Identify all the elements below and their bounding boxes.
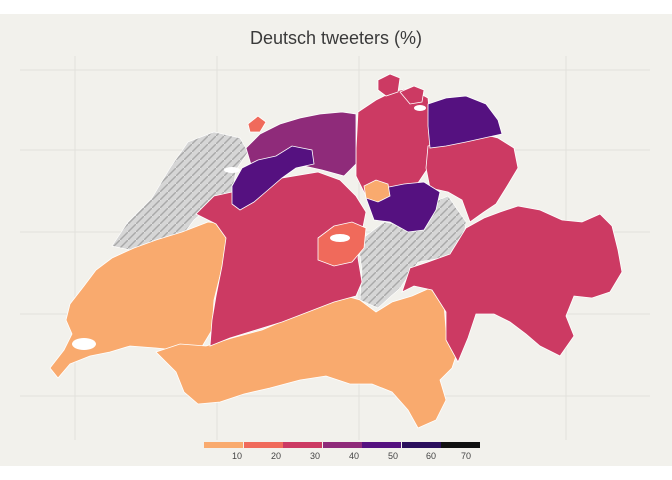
legend-swatch [441, 442, 480, 448]
legend-bar [204, 442, 481, 448]
lakes [72, 105, 426, 350]
region-uri [363, 179, 391, 203]
region-solothurn [231, 145, 315, 211]
legend-tick-label: 40 [348, 451, 359, 461]
legend-ticks: 10 20 30 40 50 60 70 [204, 448, 481, 462]
region-schaffhausen [377, 73, 401, 97]
legend-swatch [401, 442, 441, 448]
legend-tick-label: 30 [309, 451, 320, 461]
legend-swatch [322, 442, 362, 448]
region-appenzell [399, 85, 425, 105]
region-lucerne-lake [317, 221, 367, 267]
legend-tick-label: 70 [460, 451, 471, 461]
legend-swatch [283, 442, 322, 448]
map-title: Deutsch tweeters (%) [249, 28, 423, 48]
legend-tick-label: 20 [270, 451, 281, 461]
region-schaffhausen-thurgau [427, 95, 503, 149]
legend-tick-label: 10 [231, 451, 242, 461]
legend-tick-label: 50 [387, 451, 398, 461]
region-romandie [49, 221, 231, 379]
region-graubunden [401, 205, 623, 363]
region-basel-city [247, 115, 267, 133]
legend-tick-label: 60 [425, 451, 436, 461]
region-zurich [355, 87, 433, 197]
legend-swatch [243, 442, 283, 448]
legend-swatch [204, 442, 243, 448]
color-legend: 10 20 30 40 50 60 70 [204, 442, 481, 468]
legend-swatch [362, 442, 401, 448]
